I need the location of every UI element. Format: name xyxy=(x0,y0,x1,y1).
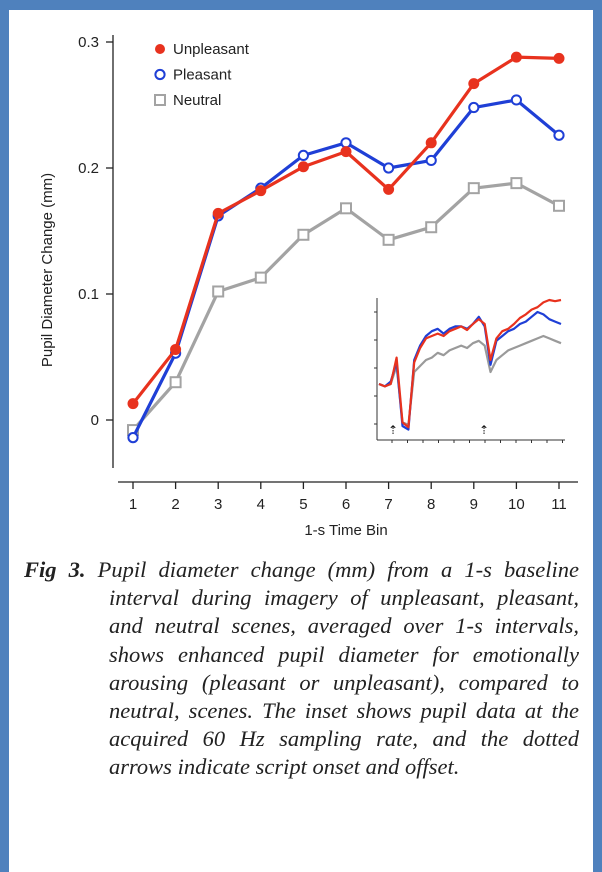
unpleasant-point xyxy=(297,161,309,173)
legend-label-unpleasant: Unpleasant xyxy=(173,41,250,58)
neutral-point xyxy=(212,285,225,298)
neutral-point xyxy=(382,233,395,246)
x-tick-label: 9 xyxy=(470,496,478,513)
series-neutral xyxy=(127,177,565,437)
inset-offset-arrow: ⇡ xyxy=(479,423,489,437)
x-tick-label: 4 xyxy=(257,496,265,513)
pleasant-point xyxy=(127,432,139,444)
pleasant-point xyxy=(510,94,523,106)
neutral-point xyxy=(425,221,438,234)
y-tick-label: 0.3 xyxy=(78,34,99,51)
unpleasant-point xyxy=(383,183,395,195)
unpleasant-point xyxy=(212,207,224,219)
neutral-point xyxy=(297,228,310,241)
pleasant-point xyxy=(468,101,480,114)
pleasant-point xyxy=(383,162,395,174)
x-tick-label: 11 xyxy=(551,496,567,513)
y-tick-label: 0.1 xyxy=(78,286,99,303)
chart-legend: Unpleasant Pleasant Neutral xyxy=(154,41,250,109)
y-tick-label: 0.2 xyxy=(78,160,99,177)
inset-onset-arrow: ⇡ xyxy=(388,423,398,437)
unpleasant-line xyxy=(131,55,560,405)
figure-label: Fig 3. xyxy=(24,557,86,582)
series-unpleasant xyxy=(127,51,565,410)
inset-chart: ⇡ ⇡ xyxy=(374,298,565,443)
unpleasant-point xyxy=(255,185,267,197)
unpleasant-point xyxy=(425,137,437,149)
caption-text: Pupil diameter change (mm) from a 1-s ba… xyxy=(97,557,579,780)
pleasant-point xyxy=(553,129,565,141)
neutral-point xyxy=(254,271,267,284)
inset-line xyxy=(378,298,562,429)
neutral-point xyxy=(467,182,480,195)
x-tick-label: 3 xyxy=(214,496,222,513)
legend-marker-unpleasant xyxy=(155,44,165,54)
neutral-point xyxy=(340,202,352,215)
neutral-point xyxy=(510,177,523,190)
unpleasant-point xyxy=(127,398,139,410)
unpleasant-point xyxy=(170,343,182,355)
chart-series xyxy=(127,51,565,444)
legend-marker-pleasant xyxy=(154,68,166,81)
unpleasant-point xyxy=(553,52,565,64)
x-tick-label: 2 xyxy=(171,496,179,513)
x-tick-label: 6 xyxy=(342,496,350,513)
neutral-point xyxy=(169,376,182,389)
x-axis-label: 1-s Time Bin xyxy=(304,522,387,539)
x-tick-label: 10 xyxy=(508,496,525,513)
legend-label-pleasant: Pleasant xyxy=(173,67,232,84)
neutral-point xyxy=(553,199,565,212)
neutral-line xyxy=(131,181,560,432)
x-tick-label: 5 xyxy=(299,496,307,513)
figure-caption: Fig 3. Pupil diameter change (mm) from a… xyxy=(24,556,579,782)
legend-label-neutral: Neutral xyxy=(173,92,221,109)
pupil-diameter-chart: 0 0.1 0.2 0.3 1 2 3 4 5 6 7 8 9 10 11 Unpleasant Pleasa… xyxy=(39,34,578,539)
y-axis-label: Pupil Diameter Change (mm) xyxy=(39,173,56,367)
unpleasant-point xyxy=(468,78,480,90)
x-tick-label: 1 xyxy=(129,496,137,513)
inset-line xyxy=(378,334,562,426)
y-tick-label: 0 xyxy=(91,412,99,429)
x-tick-label: 8 xyxy=(427,496,435,513)
x-tick-label: 7 xyxy=(384,496,392,513)
pleasant-point xyxy=(297,149,309,161)
chart-axes: 0 0.1 0.2 0.3 1 2 3 4 5 6 7 8 9 10 11 xyxy=(78,34,578,513)
inset-line xyxy=(378,310,562,431)
pleasant-point xyxy=(340,137,352,149)
unpleasant-point xyxy=(340,146,352,158)
legend-marker-neutral xyxy=(154,94,166,106)
unpleasant-point xyxy=(510,51,522,63)
pleasant-point xyxy=(425,154,437,167)
